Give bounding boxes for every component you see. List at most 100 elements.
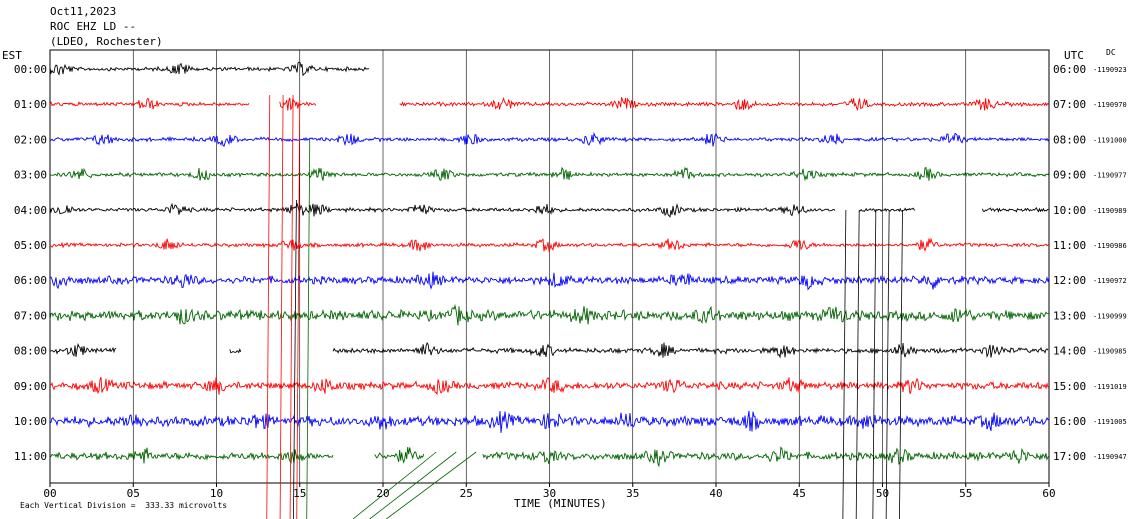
clipped-excursion — [352, 451, 437, 519]
x-tick-label: 35 — [626, 487, 639, 500]
trace-row-0200 — [49, 131, 1050, 147]
trace-segment — [482, 446, 1050, 468]
clipped-excursion — [369, 451, 457, 519]
est-time-label: 09:00 — [14, 380, 47, 393]
dc-offset-label: -1190923 — [1093, 66, 1127, 74]
x-tick-label: 10 — [210, 487, 223, 500]
est-time-label: 05:00 — [14, 239, 47, 252]
plot-grid — [49, 49, 1050, 487]
trace-segment — [399, 96, 1049, 112]
trace-segment — [279, 97, 317, 111]
trace-segment — [49, 131, 1050, 147]
est-time-label: 01:00 — [14, 98, 47, 111]
dc-offset-label: -1191019 — [1093, 383, 1127, 391]
dc-offset-label: -1190970 — [1093, 101, 1127, 109]
x-tick-label: 45 — [793, 487, 806, 500]
x-tick-label: 20 — [376, 487, 389, 500]
footer-scale-note: Each Vertical Division = 333.33 microvol… — [20, 501, 228, 510]
trace-segment — [49, 61, 370, 77]
clipped-excursion — [289, 94, 294, 519]
trace-segment — [49, 410, 1049, 433]
clipped-excursion — [279, 94, 284, 519]
dc-offset-label: -1190947 — [1093, 453, 1127, 461]
dc-offset-label: -1190977 — [1093, 172, 1127, 180]
trace-row-0500 — [49, 237, 1050, 253]
est-time-label: 11:00 — [14, 450, 47, 463]
trace-row-0800 — [49, 342, 1049, 359]
x-tick-label: 50 — [876, 487, 889, 500]
trace-row-0400 — [49, 202, 1049, 218]
utc-time-label: 10:00 — [1053, 204, 1086, 217]
trace-segment — [49, 237, 1050, 253]
trace-row-0900 — [49, 377, 1050, 396]
clipped-excursion — [855, 209, 860, 519]
trace-row-1100 — [49, 446, 1050, 468]
x-tick-label: 40 — [709, 487, 722, 500]
trace-segment — [49, 377, 1050, 396]
clipped-excursion — [296, 99, 301, 519]
dc-offset-label: -1190989 — [1093, 207, 1127, 215]
plot-traces — [49, 61, 1050, 519]
trace-row-0700 — [49, 303, 1050, 326]
dc-offset-label: -1190986 — [1093, 242, 1127, 250]
left-zone-label: EST — [2, 49, 22, 62]
utc-time-label: 09:00 — [1053, 169, 1086, 182]
x-axis-title: TIME (MINUTES) — [514, 497, 607, 510]
utc-time-label: 11:00 — [1053, 239, 1086, 252]
header-station: ROC EHZ LD -- — [50, 20, 137, 33]
x-tick-label: 05 — [127, 487, 140, 500]
clipped-excursion — [306, 139, 311, 519]
trace-segment — [332, 342, 1049, 359]
trace-segment — [49, 97, 250, 110]
clipped-excursion — [872, 209, 877, 519]
est-time-label: 03:00 — [14, 169, 47, 182]
est-time-label: 07:00 — [14, 309, 47, 322]
trace-row-0100 — [49, 96, 1049, 112]
utc-time-label: 08:00 — [1053, 133, 1086, 146]
trace-row-1000 — [49, 410, 1049, 433]
right-zone-label: UTC — [1064, 49, 1084, 62]
clipped-excursion — [842, 209, 847, 519]
header-network: (LDEO, Rochester) — [50, 35, 163, 48]
clipped-excursion — [885, 209, 890, 519]
trace-segment — [49, 202, 836, 218]
dc-offset-label: -1191000 — [1093, 136, 1127, 144]
x-tick-label: 55 — [959, 487, 972, 500]
dc-offset-label: -1190972 — [1093, 277, 1127, 285]
est-time-label: 06:00 — [14, 274, 47, 287]
utc-time-label: 14:00 — [1053, 345, 1086, 358]
utc-time-label: 15:00 — [1053, 380, 1086, 393]
trace-segment — [858, 207, 916, 213]
x-tick-label: 15 — [293, 487, 306, 500]
trace-row-0000 — [49, 61, 370, 77]
utc-time-label: 06:00 — [1053, 63, 1086, 76]
trace-segment — [49, 271, 1050, 291]
trace-row-0300 — [49, 166, 1050, 182]
clipped-excursion — [266, 94, 271, 519]
est-time-label: 00:00 — [14, 63, 47, 76]
dc-offset-label: -1191005 — [1093, 418, 1127, 426]
x-tick-label: 60 — [1042, 487, 1055, 500]
utc-time-label: 07:00 — [1053, 98, 1086, 111]
clipped-excursion — [899, 209, 903, 519]
utc-time-label: 12:00 — [1053, 274, 1086, 287]
utc-time-label: 16:00 — [1053, 415, 1086, 428]
clipped-excursion — [293, 199, 297, 519]
x-tick-label: 00 — [43, 487, 56, 500]
est-time-label: 08:00 — [14, 345, 47, 358]
plot-labels: 00 05 10 15 20 25 30 35 40 45 50 55 60 00:00 06:00 -119… — [14, 63, 1127, 500]
trace-row-0600 — [49, 271, 1050, 291]
utc-time-label: 17:00 — [1053, 450, 1086, 463]
trace-segment — [49, 342, 117, 357]
trace-segment — [229, 348, 242, 354]
x-tick-label: 25 — [460, 487, 473, 500]
trace-segment — [981, 206, 1049, 213]
trace-segment — [49, 447, 334, 465]
utc-time-label: 13:00 — [1053, 309, 1086, 322]
trace-segment — [374, 446, 425, 464]
clipped-excursion — [386, 451, 477, 519]
est-time-label: 02:00 — [14, 133, 47, 146]
est-time-label: 04:00 — [14, 204, 47, 217]
dc-label: DC — [1106, 48, 1116, 57]
